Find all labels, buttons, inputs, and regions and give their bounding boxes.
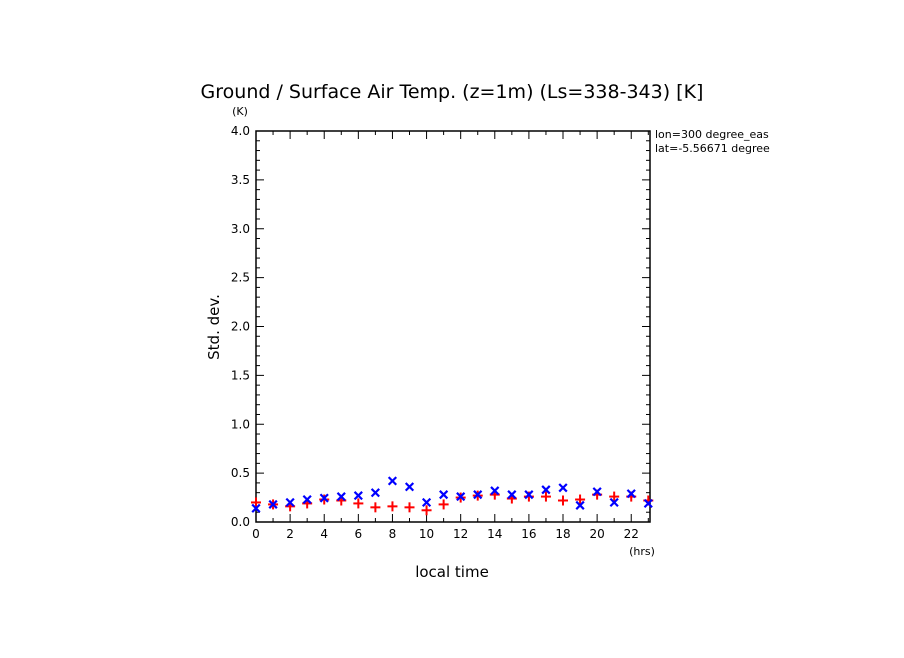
cross-point (319, 493, 329, 503)
x-tick-label: 16 (521, 527, 536, 541)
cross-point (268, 499, 278, 509)
plus-point (421, 505, 432, 516)
cross-point (404, 482, 415, 492)
y-tick-label: 4.0 (231, 124, 250, 138)
cross-point (421, 497, 432, 508)
cross-point (370, 488, 380, 498)
y-unit: (K) (232, 105, 248, 118)
cross-point (439, 490, 449, 500)
cross-point (473, 490, 483, 500)
x-tick-label: 0 (252, 527, 260, 541)
plus-point (558, 495, 569, 506)
cross-point (609, 497, 619, 508)
plus-point (540, 491, 551, 502)
cross-point (336, 492, 346, 502)
chart-title: Ground / Surface Air Temp. (z=1m) (Ls=33… (201, 81, 704, 103)
plus-point (609, 491, 620, 502)
x-tick-label: 18 (555, 527, 570, 541)
y-axis-label: Std. dev. (205, 294, 223, 360)
cross-point (643, 498, 653, 509)
cross-point (285, 497, 295, 508)
y-tick-label: 3.5 (231, 173, 250, 187)
cross-point (575, 500, 585, 510)
y-tick-label: 3.0 (231, 222, 250, 236)
x-axis-label: local time (415, 563, 489, 581)
cross-point (558, 483, 568, 493)
x-tick-label: 12 (453, 527, 468, 541)
x-tick-label: 2 (286, 527, 294, 541)
cross-point (490, 486, 500, 496)
plus-point (370, 502, 381, 513)
y-tick-label: 2.0 (231, 320, 250, 334)
y-tick-label: 0.0 (231, 515, 250, 529)
cross-point (507, 490, 517, 500)
annotation-lon: lon=300 degree_eas (655, 128, 769, 141)
cross-point (626, 489, 636, 499)
annotation-lat: lat=-5.56671 degree (655, 142, 770, 155)
y-tick-label: 2.5 (231, 271, 250, 285)
y-tick-label: 1.0 (231, 417, 250, 431)
plus-point (404, 502, 415, 513)
cross-point (456, 492, 466, 502)
cross-point (541, 485, 551, 495)
x-tick-label: 20 (589, 527, 604, 541)
y-tick-label: 1.5 (231, 368, 250, 382)
x-unit: (hrs) (629, 545, 655, 558)
x-tick-label: 8 (389, 527, 397, 541)
plus-point (387, 501, 398, 512)
x-tick-label: 4 (320, 527, 328, 541)
cross-point (251, 503, 261, 513)
plus-point (575, 494, 586, 505)
cross-point (592, 487, 602, 497)
x-tick-label: 22 (624, 527, 639, 541)
cross-point (353, 491, 363, 501)
plot-frame (255, 130, 651, 523)
cross-point (387, 476, 398, 486)
plus-point (353, 498, 364, 509)
cross-point (524, 490, 534, 500)
x-tick-label: 6 (355, 527, 363, 541)
plus-point (251, 497, 261, 508)
plus-point (438, 499, 449, 510)
cross-point (302, 494, 312, 505)
x-tick-label: 14 (487, 527, 502, 541)
x-tick-label: 10 (419, 527, 434, 541)
y-tick-label: 0.5 (231, 466, 250, 480)
